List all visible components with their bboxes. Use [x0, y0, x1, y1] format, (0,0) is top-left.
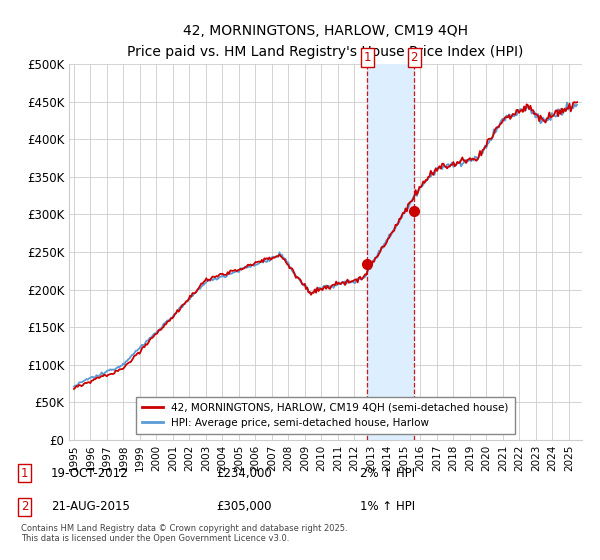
- Text: 2: 2: [410, 52, 418, 64]
- Text: £305,000: £305,000: [216, 500, 271, 514]
- Text: 1: 1: [364, 52, 371, 64]
- Text: £234,000: £234,000: [216, 466, 272, 480]
- Title: 42, MORNINGTONS, HARLOW, CM19 4QH
Price paid vs. HM Land Registry's House Price : 42, MORNINGTONS, HARLOW, CM19 4QH Price …: [127, 25, 524, 59]
- Text: 2% ↑ HPI: 2% ↑ HPI: [360, 466, 415, 480]
- Text: Contains HM Land Registry data © Crown copyright and database right 2025.
This d: Contains HM Land Registry data © Crown c…: [21, 524, 347, 543]
- Text: 2: 2: [21, 500, 29, 514]
- Text: 1: 1: [21, 466, 29, 480]
- Text: 1% ↑ HPI: 1% ↑ HPI: [360, 500, 415, 514]
- Bar: [367, 64, 414, 440]
- Text: 21-AUG-2015: 21-AUG-2015: [51, 500, 130, 514]
- Text: 19-OCT-2012: 19-OCT-2012: [51, 466, 128, 480]
- Legend: 42, MORNINGTONS, HARLOW, CM19 4QH (semi-detached house), HPI: Average price, sem: 42, MORNINGTONS, HARLOW, CM19 4QH (semi-…: [136, 396, 515, 435]
